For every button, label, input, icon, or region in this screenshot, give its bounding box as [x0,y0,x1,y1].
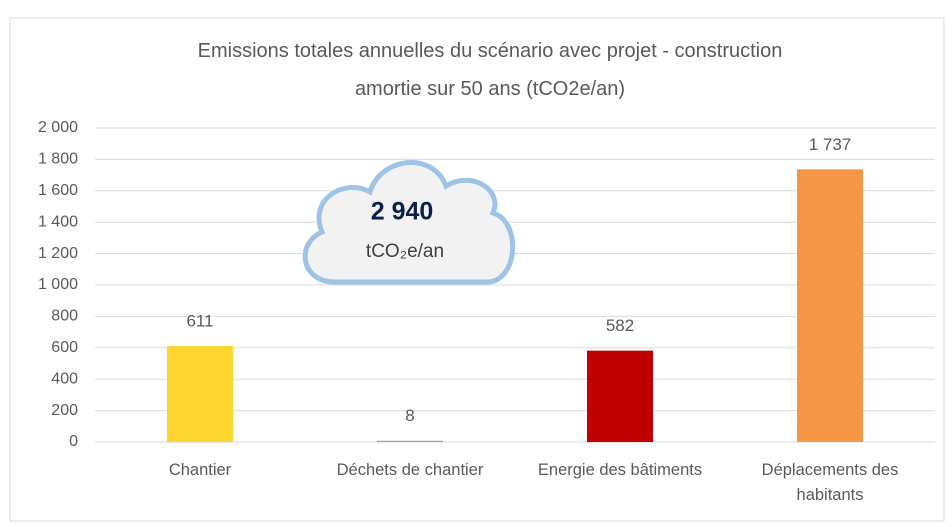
y-tick-label: 2 000 [38,119,78,136]
total-unit: tCO₂e/an [366,241,444,262]
bar [587,350,653,442]
value-label: 8 [405,406,414,425]
x-tick-label: Chantier [168,461,232,479]
y-tick-label: 200 [51,402,78,419]
y-tick-label: 1 800 [38,151,78,168]
y-tick-label: 1 400 [38,213,78,230]
y-tick-label: 1 200 [38,245,78,262]
cloud [302,160,515,285]
value-label: 582 [606,316,634,335]
y-tick-label: 1 000 [38,276,78,293]
bar [167,346,233,442]
y-tick-label: 400 [51,370,78,387]
value-label: 1 737 [809,135,852,154]
y-tick-label: 1 600 [38,182,78,199]
x-tick-label: Déchets de chantier [336,461,484,479]
y-tick-label: 800 [51,308,78,325]
bar [377,440,443,442]
chart-title: Emissions totales annuelles du scénario … [197,40,783,100]
value-label: 611 [186,312,213,331]
x-tick-label: Déplacements des habitants [761,461,899,504]
total-value: 2 940 [371,198,434,226]
y-tick-label: 600 [51,339,78,356]
total-annotation: 2 940 tCO₂e/an [302,160,515,285]
y-tick-label: 0 [69,433,78,450]
x-tick-label: Energie des bâtiments [537,461,703,479]
bar [797,169,863,442]
